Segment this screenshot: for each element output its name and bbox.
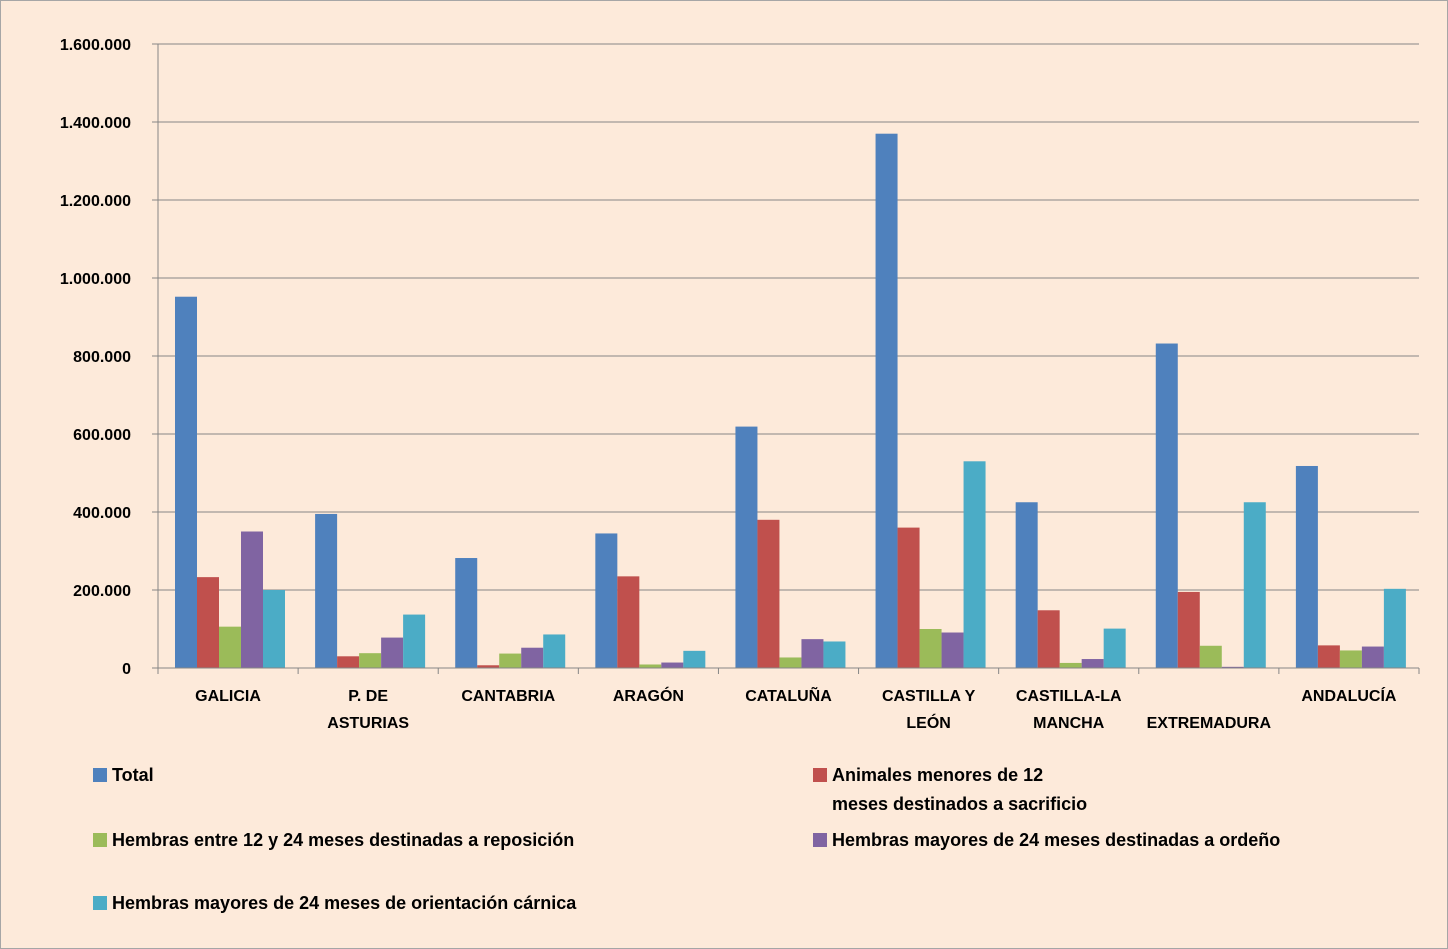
bar bbox=[595, 533, 618, 668]
x-tick-label: CATALUÑA bbox=[745, 685, 832, 705]
bar bbox=[1339, 650, 1362, 668]
bar bbox=[941, 632, 964, 668]
bars bbox=[175, 133, 1406, 668]
bar bbox=[779, 657, 802, 668]
bar-chart: 0 200.000 400.000 600.000 800.000 1.000.000 1.… bbox=[60, 37, 1420, 732]
bar bbox=[1243, 502, 1266, 668]
x-tick-label: ANDALUCÍA bbox=[1301, 686, 1397, 705]
bar bbox=[757, 519, 780, 668]
legend-swatch-hembras-reposicion bbox=[93, 833, 107, 847]
bar bbox=[477, 665, 500, 668]
bar bbox=[1295, 465, 1318, 668]
bar bbox=[197, 577, 219, 668]
bar bbox=[315, 513, 338, 668]
bar bbox=[1177, 591, 1200, 668]
legend-swatch-total bbox=[93, 768, 107, 782]
bar bbox=[381, 637, 404, 668]
y-tick-label: 200.000 bbox=[73, 583, 131, 600]
bar bbox=[801, 639, 824, 668]
bar bbox=[639, 664, 662, 668]
bar bbox=[963, 461, 986, 668]
bar bbox=[521, 647, 544, 668]
legend-item-hembras-carnica: Hembras mayores de 24 meses de orientaci… bbox=[93, 889, 576, 918]
legend-swatch-hembras-carnica bbox=[93, 896, 107, 910]
bar bbox=[1103, 628, 1126, 668]
y-tick-label: 1.200.000 bbox=[60, 193, 131, 210]
bar bbox=[359, 653, 382, 668]
legend-label-hembras-ordeno: Hembras mayores de 24 meses destinadas a… bbox=[832, 830, 1281, 850]
bar bbox=[1081, 659, 1104, 668]
x-tick-label: EXTREMADURA bbox=[1147, 715, 1272, 732]
bar bbox=[617, 576, 640, 668]
x-tick-label: P. DE ASTURIAS bbox=[327, 688, 409, 732]
bar bbox=[543, 634, 566, 668]
bar bbox=[1383, 588, 1406, 668]
bar bbox=[897, 527, 920, 668]
bar bbox=[1361, 646, 1384, 668]
y-tick-label: 400.000 bbox=[73, 505, 131, 522]
bar bbox=[219, 626, 241, 668]
y-tick-label: 600.000 bbox=[73, 427, 131, 444]
legend-item-total: Total bbox=[93, 761, 154, 790]
x-tick-label: CASTILLA-LA MANCHA bbox=[1016, 688, 1122, 732]
y-tick-label: 1.000.000 bbox=[60, 271, 131, 288]
bar bbox=[1317, 645, 1340, 668]
y-tick-label: 1.400.000 bbox=[60, 115, 131, 132]
bar bbox=[403, 614, 426, 668]
legend-item-hembras-reposicion: Hembras entre 12 y 24 meses destinadas a… bbox=[93, 826, 574, 855]
gridlines bbox=[158, 43, 1419, 591]
legend-swatch-animales-menores bbox=[813, 768, 827, 782]
legend-item-hembras-ordeno: Hembras mayores de 24 meses destinadas a… bbox=[813, 826, 1280, 855]
legend-label-total: Total bbox=[112, 765, 154, 785]
bar bbox=[1037, 610, 1060, 668]
axis-labels: 0 200.000 400.000 600.000 800.000 1.000.000 1.… bbox=[60, 37, 1397, 732]
bar bbox=[263, 590, 285, 668]
x-tick-label: GALICIA bbox=[195, 688, 261, 705]
bar bbox=[175, 296, 197, 668]
legend-label-hembras-carnica: Hembras mayores de 24 meses de orientaci… bbox=[112, 893, 577, 913]
y-tick-label: 800.000 bbox=[73, 349, 131, 366]
bar bbox=[241, 531, 263, 668]
legend-label-animales-menores: Animales menores de 12 meses destinados … bbox=[832, 765, 1088, 814]
legend-item-animales-menores: Animales menores de 12 meses destinados … bbox=[813, 761, 1087, 819]
bar bbox=[1059, 662, 1082, 668]
x-tick-label: CASTILLA Y LEÓN bbox=[882, 688, 976, 732]
y-tick-label: 0 bbox=[122, 661, 131, 678]
bar bbox=[683, 650, 706, 668]
bar bbox=[455, 558, 478, 668]
bar bbox=[661, 662, 684, 668]
bar bbox=[823, 641, 846, 668]
y-tick-label: 1.600.000 bbox=[60, 37, 131, 54]
bar bbox=[919, 629, 942, 668]
bar bbox=[1015, 502, 1038, 668]
bar bbox=[1199, 645, 1222, 668]
x-tick-label: ARAGÓN bbox=[613, 686, 684, 705]
bar bbox=[499, 653, 522, 668]
bar bbox=[337, 656, 360, 668]
bar bbox=[735, 426, 758, 668]
bar bbox=[1155, 343, 1178, 668]
axes bbox=[152, 43, 1420, 674]
x-tick-label: CANTABRIA bbox=[461, 688, 555, 705]
legend-swatch-hembras-ordeno bbox=[813, 833, 827, 847]
bar bbox=[875, 133, 898, 668]
legend-label-hembras-reposicion: Hembras entre 12 y 24 meses destinadas a… bbox=[112, 830, 575, 850]
bar bbox=[1221, 666, 1244, 668]
